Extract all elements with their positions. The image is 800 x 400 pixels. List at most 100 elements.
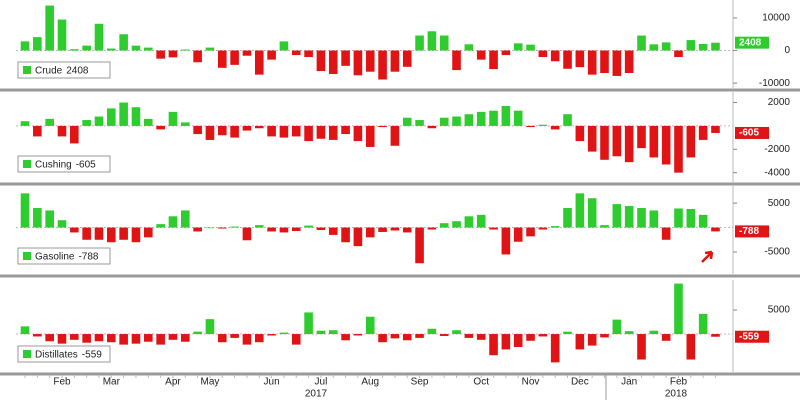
bar [217,334,227,343]
bar [452,221,461,228]
bar [513,110,523,126]
bar [550,125,560,130]
bar [119,102,128,126]
y-tick-label: 10000 [762,13,790,24]
last-value-label: -605 [739,128,759,139]
bar [328,227,338,235]
last-value-label: 2408 [739,37,762,48]
year-label: 2017 [305,389,328,400]
bar [365,227,375,238]
bar [70,227,79,233]
bar [193,331,202,335]
x-tick-label: Feb [53,377,71,388]
legend-box [17,155,111,173]
bar [254,334,264,343]
y-tick-label: 5000 [768,198,791,209]
bar [156,334,165,345]
bar [107,108,116,126]
bar [439,35,449,51]
bar [217,125,227,136]
bar [57,220,67,228]
bar [217,227,227,229]
bar [131,227,141,243]
bar [427,125,437,129]
bar [168,50,178,58]
bar [476,50,486,60]
legend-name: Cushing [35,159,72,170]
bar [674,50,683,58]
bar [230,125,239,138]
bar [254,50,264,75]
bar [144,334,153,342]
legend-value: 2408 [66,65,89,76]
x-tick-label: Jan [621,377,637,388]
legend: Crude 2408 [17,61,111,79]
legend: Cushing -605 [17,155,111,173]
bar [587,198,597,228]
legend: Gasoline -788 [17,247,111,265]
bar [168,216,178,228]
bar [661,227,671,240]
bar [513,43,523,51]
bar [464,114,474,126]
bar [698,125,708,140]
bar [267,334,276,336]
bar [402,334,412,341]
legend-box [17,345,111,363]
bar [587,50,597,75]
bar [242,334,252,345]
bar [304,50,313,58]
bar [649,330,659,335]
bar [242,50,252,56]
y-tick-label: -10000 [759,78,791,89]
bar [698,44,708,51]
bar [193,227,202,232]
bar [476,214,486,228]
bar [20,326,30,335]
bar [452,116,461,126]
bar [402,117,412,126]
bar [193,125,202,135]
bar [254,125,264,129]
bar [563,114,572,126]
bar [180,49,190,51]
bar [291,334,301,345]
bar [230,50,239,65]
bar [119,227,128,240]
legend-box [17,61,111,79]
bar [600,334,609,338]
x-tick-label: Sep [411,377,429,388]
bar [217,50,227,68]
legend-value: -605 [76,159,96,170]
bar [575,50,585,68]
x-tick-label: Jul [315,377,328,388]
legend-label: Gasoline -788 [35,251,99,262]
bar [94,116,104,126]
y-tick-label: -5000 [764,247,790,258]
bar [279,227,289,233]
legend-swatch [23,66,31,74]
bar [33,125,42,137]
bar [624,50,634,74]
bar [365,125,375,147]
bar [291,50,301,56]
bar [378,125,387,128]
x-tick-label: Apr [165,377,181,388]
bar [205,125,215,140]
y-tick-label: -2000 [764,144,790,155]
bar [415,35,424,51]
bar [33,334,42,337]
bar [427,227,437,230]
bar [489,50,498,70]
bar [242,227,252,241]
bar [526,227,535,237]
bar [637,334,646,360]
year-label: 2018 [665,389,688,400]
bar [205,47,215,51]
bar [464,216,474,228]
bar [501,227,511,255]
bar [501,106,511,126]
bar [94,334,104,342]
bar [390,334,400,339]
bar [378,334,387,343]
